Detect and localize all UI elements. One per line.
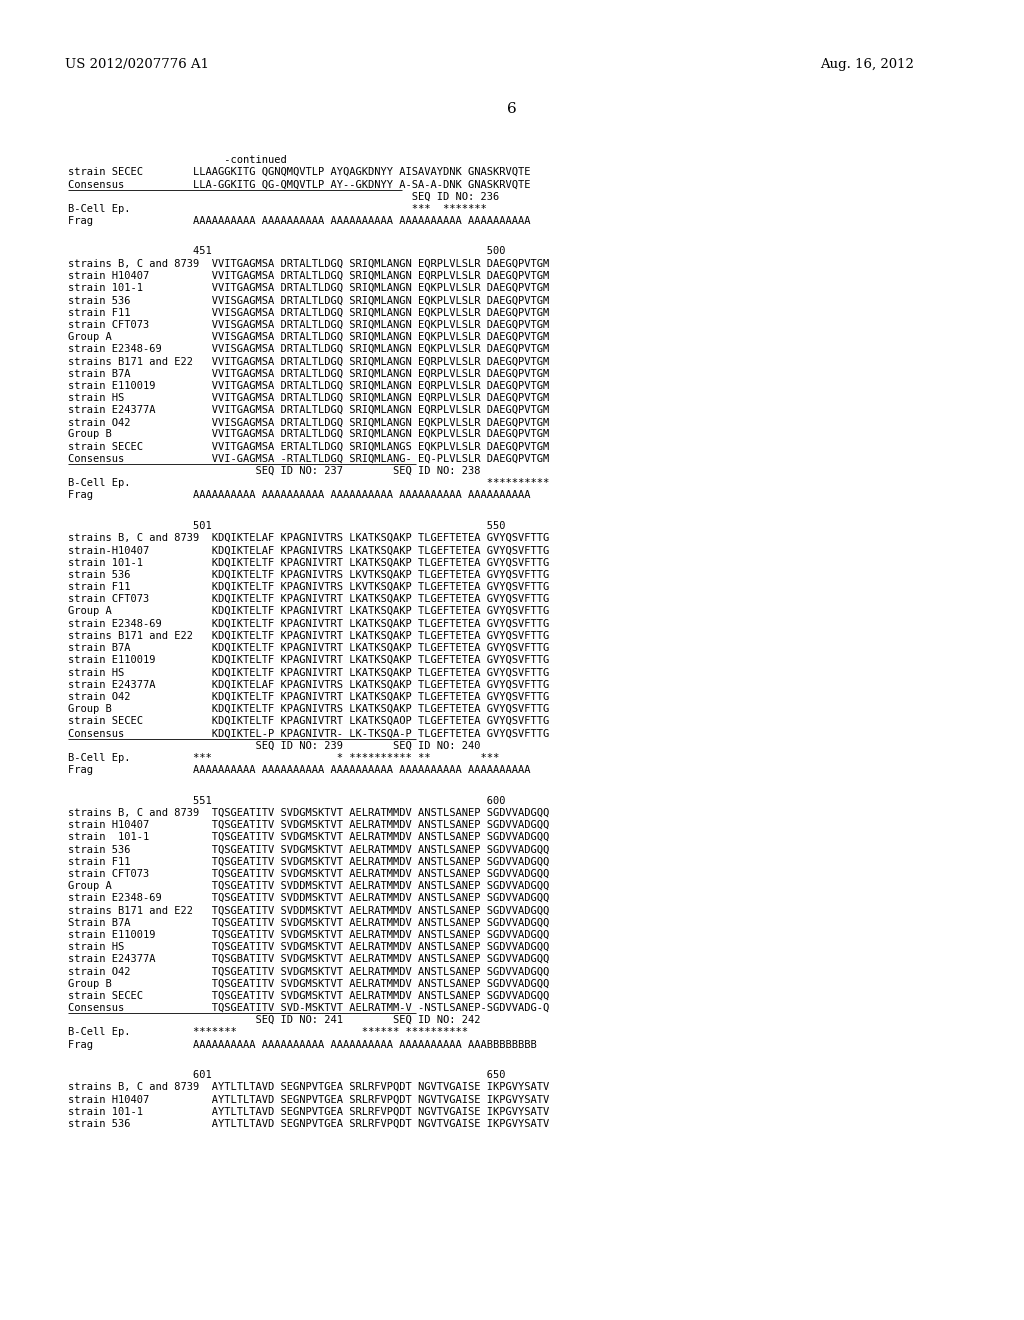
Text: Consensus              KDQIKTEL-P KPAGNIVTR- LK-TKSQA-P TLGEFTETEA GVYQSVFTTG: Consensus KDQIKTEL-P KPAGNIVTR- LK-TKSQA… [68,729,549,738]
Text: strain CFT073          KDQIKTELTF KPAGNIVTRT LKATKSQAKP TLGEFTETEA GVYQSVFTTG: strain CFT073 KDQIKTELTF KPAGNIVTRT LKAT… [68,594,549,605]
Text: strain O42             TQSGEATITV SVDGMSKTVT AELRATMMDV ANSTLSANEP SGDVVADGQQ: strain O42 TQSGEATITV SVDGMSKTVT AELRATM… [68,966,549,977]
Text: Frag                AAAAAAAAAA AAAAAAAAAA AAAAAAAAAA AAAAAAAAAA AAABBBBBBBB: Frag AAAAAAAAAA AAAAAAAAAA AAAAAAAAAA AA… [68,1040,537,1049]
Text: B-Cell Ep.                                                         **********: B-Cell Ep. ********** [68,478,549,488]
Text: strain 536             AYTLTLTAVD SEGNPVTGEA SRLRFVPQDT NGVTVGAISE IKPGVYSATV: strain 536 AYTLTLTAVD SEGNPVTGEA SRLRFVP… [68,1119,549,1129]
Text: 501                                            550: 501 550 [68,521,506,531]
Text: Consensus              VVI-GAGMSA -RTALTLDGQ SRIQMLANG- EQ-PLVLSLR DAEGQPVTGM: Consensus VVI-GAGMSA -RTALTLDGQ SRIQMLAN… [68,454,549,463]
Text: Group A                VVISGAGMSA DRTALTLDGQ SRIQMLANGN EQKPLVLSLR DAEGQPVTGM: Group A VVISGAGMSA DRTALTLDGQ SRIQMLANGN… [68,331,549,342]
Text: strains B, C and 8739  KDQIKTELAF KPAGNIVTRS LKATKSQAKP TLGEFTETEA GVYQSVFTTG: strains B, C and 8739 KDQIKTELAF KPAGNIV… [68,533,549,544]
Text: strain 101-1           AYTLTLTAVD SEGNPVTGEA SRLRFVPQDT NGVTVGAISE IKPGVYSATV: strain 101-1 AYTLTLTAVD SEGNPVTGEA SRLRF… [68,1106,549,1117]
Text: strain E24377A         VVITGAGMSA DRTALTLDGQ SRIQMLANGN EQRPLVLSLR DAEGQPVTGM: strain E24377A VVITGAGMSA DRTALTLDGQ SRI… [68,405,549,414]
Text: strain CFT073          VVISGAGMSA DRTALTLDGQ SRIQMLANGN EQKPLVLSLR DAEGQPVTGM: strain CFT073 VVISGAGMSA DRTALTLDGQ SRIQ… [68,319,549,330]
Text: strain H10407          AYTLTLTAVD SEGNPVTGEA SRLRFVPQDT NGVTVGAISE IKPGVYSATV: strain H10407 AYTLTLTAVD SEGNPVTGEA SRLR… [68,1094,549,1105]
Text: Strain B7A             TQSGEATITV SVDGMSKTVT AELRATMMDV ANSTLSANEP SGDVVADGQQ: Strain B7A TQSGEATITV SVDGMSKTVT AELRATM… [68,917,549,928]
Text: B-Cell Ep.          ***                    * ********** **        ***: B-Cell Ep. *** * ********** ** *** [68,752,500,763]
Text: strains B, C and 8739  AYTLTLTAVD SEGNPVTGEA SRLRFVPQDT NGVTVGAISE IKPGVYSATV: strains B, C and 8739 AYTLTLTAVD SEGNPVT… [68,1082,549,1092]
Text: strain E110019         TQSGEATITV SVDGMSKTVT AELRATMMDV ANSTLSANEP SGDVVADGQQ: strain E110019 TQSGEATITV SVDGMSKTVT AEL… [68,929,549,940]
Text: strain E2348-69        KDQIKTELTF KPAGNIVTRT LKATKSQAKP TLGEFTETEA GVYQSVFTTG: strain E2348-69 KDQIKTELTF KPAGNIVTRT LK… [68,619,549,628]
Text: strain E2348-69        VVISGAGMSA DRTALTLDGQ SRIQMLANGN EQKPLVLSLR DAEGQPVTGM: strain E2348-69 VVISGAGMSA DRTALTLDGQ SR… [68,345,549,354]
Text: US 2012/0207776 A1: US 2012/0207776 A1 [65,58,209,71]
Text: Frag                AAAAAAAAAA AAAAAAAAAA AAAAAAAAAA AAAAAAAAAA AAAAAAAAAA: Frag AAAAAAAAAA AAAAAAAAAA AAAAAAAAAA AA… [68,216,530,226]
Text: strain F11             VVISGAGMSA DRTALTLDGQ SRIQMLANGN EQKPLVLSLR DAEGQPVTGM: strain F11 VVISGAGMSA DRTALTLDGQ SRIQMLA… [68,308,549,318]
Text: strain E2348-69        TQSGEATITV SVDDMSKTVT AELRATMMDV ANSTLSANEP SGDVVADGQQ: strain E2348-69 TQSGEATITV SVDDMSKTVT AE… [68,894,549,903]
Text: strain F11             KDQIKTELTF KPAGNIVTRS LKVTKSQAKP TLGEFTETEA GVYQSVFTTG: strain F11 KDQIKTELTF KPAGNIVTRS LKVTKSQ… [68,582,549,591]
Text: Frag                AAAAAAAAAA AAAAAAAAAA AAAAAAAAAA AAAAAAAAAA AAAAAAAAAA: Frag AAAAAAAAAA AAAAAAAAAA AAAAAAAAAA AA… [68,491,530,500]
Text: SEQ ID NO: 236: SEQ ID NO: 236 [68,191,500,202]
Text: strain E24377A         TQSGBATITV SVDGMSKTVT AELRATMMDV ANSTLSANEP SGDVVADGQQ: strain E24377A TQSGBATITV SVDGMSKTVT AEL… [68,954,549,964]
Text: SEQ ID NO: 239        SEQ ID NO: 240: SEQ ID NO: 239 SEQ ID NO: 240 [68,741,480,751]
Text: Consensus              TQSGEATITV SVD-MSKTVT AELRATMM-V -NSTLSANEP-SGDVVADG-Q: Consensus TQSGEATITV SVD-MSKTVT AELRATMM… [68,1003,549,1012]
Text: strain SECEC           TQSGEATITV SVDGMSKTVT AELRATMMDV ANSTLSANEP SGDVVADGQQ: strain SECEC TQSGEATITV SVDGMSKTVT AELRA… [68,991,549,1001]
Text: strain E110019         KDQIKTELTF KPAGNIVTRT LKATKSQAKP TLGEFTETEA GVYQSVFTTG: strain E110019 KDQIKTELTF KPAGNIVTRT LKA… [68,655,549,665]
Text: strain H10407          VVITGAGMSA DRTALTLDGQ SRIQMLANGN EQRPLVLSLR DAEGQPVTGM: strain H10407 VVITGAGMSA DRTALTLDGQ SRIQ… [68,271,549,281]
Text: strain E24377A         KDQIKTELAF KPAGNIVTRS LKATKSQAKP TLGEFTETEA GVYQSVFTTG: strain E24377A KDQIKTELAF KPAGNIVTRS LKA… [68,680,549,689]
Text: strain CFT073          TQSGEATITV SVDGMSKTVT AELRATMMDV ANSTLSANEP SGDVVADGQQ: strain CFT073 TQSGEATITV SVDGMSKTVT AELR… [68,869,549,879]
Text: strain 101-1           KDQIKTELTF KPAGNIVTRT LKATKSQAKP TLGEFTETEA GVYQSVFTTG: strain 101-1 KDQIKTELTF KPAGNIVTRT LKATK… [68,557,549,568]
Text: strain SECEC           KDQIKTELTF KPAGNIVTRT LKATKSQAOP TLGEFTETEA GVYQSVFTTG: strain SECEC KDQIKTELTF KPAGNIVTRT LKATK… [68,717,549,726]
Text: strain HS              KDQIKTELTF KPAGNIVTRT LKATKSQAKP TLGEFTETEA GVYQSVFTTG: strain HS KDQIKTELTF KPAGNIVTRT LKATKSQA… [68,668,549,677]
Text: Group B                TQSGEATITV SVDGMSKTVT AELRATMMDV ANSTLSANEP SGDVVADGQQ: Group B TQSGEATITV SVDGMSKTVT AELRATMMDV… [68,978,549,989]
Text: strain O42             VVISGAGMSA DRTALTLDGQ SRIQMLANGN EQKPLVLSLR DAEGQPVTGM: strain O42 VVISGAGMSA DRTALTLDGQ SRIQMLA… [68,417,549,428]
Text: strain HS              VVITGAGMSA DRTALTLDGQ SRIQMLANGN EQRPLVLSLR DAEGQPVTGM: strain HS VVITGAGMSA DRTALTLDGQ SRIQMLAN… [68,393,549,403]
Text: strains B171 and E22   VVITGAGMSA DRTALTLDGQ SRIQMLANGN EQRPLVLSLR DAEGQPVTGM: strains B171 and E22 VVITGAGMSA DRTALTLD… [68,356,549,366]
Text: Group B                KDQIKTELTF KPAGNIVTRS LKATKSQAKP TLGEFTETEA GVYQSVFTTG: Group B KDQIKTELTF KPAGNIVTRS LKATKSQAKP… [68,704,549,714]
Text: strain 536             TQSGEATITV SVDGMSKTVT AELRATMMDV ANSTLSANEP SGDVVADGQQ: strain 536 TQSGEATITV SVDGMSKTVT AELRATM… [68,845,549,854]
Text: strain-H10407          KDQIKTELAF KPAGNIVTRS LKATKSQAKP TLGEFTETEA GVYQSVFTTG: strain-H10407 KDQIKTELAF KPAGNIVTRS LKAT… [68,545,549,556]
Text: B-Cell Ep.          *******                    ****** **********: B-Cell Ep. ******* ****** ********** [68,1027,468,1038]
Text: strain B7A             VVITGAGMSA DRTALTLDGQ SRIQMLANGN EQRPLVLSLR DAEGQPVTGM: strain B7A VVITGAGMSA DRTALTLDGQ SRIQMLA… [68,368,549,379]
Text: SEQ ID NO: 241        SEQ ID NO: 242: SEQ ID NO: 241 SEQ ID NO: 242 [68,1015,480,1026]
Text: strain H10407          TQSGEATITV SVDGMSKTVT AELRATMMDV ANSTLSANEP SGDVVADGQQ: strain H10407 TQSGEATITV SVDGMSKTVT AELR… [68,820,549,830]
Text: 601                                            650: 601 650 [68,1071,506,1080]
Text: strain B7A             KDQIKTELTF KPAGNIVTRT LKATKSQAKP TLGEFTETEA GVYQSVFTTG: strain B7A KDQIKTELTF KPAGNIVTRT LKATKSQ… [68,643,549,653]
Text: strain 536             VVISGAGMSA DRTALTLDGQ SRIQMLANGN EQKPLVLSLR DAEGQPVTGM: strain 536 VVISGAGMSA DRTALTLDGQ SRIQMLA… [68,296,549,305]
Text: strains B, C and 8739  TQSGEATITV SVDGMSKTVT AELRATMMDV ANSTLSANEP SGDVVADGQQ: strains B, C and 8739 TQSGEATITV SVDGMSK… [68,808,549,817]
Text: 551                                            600: 551 600 [68,796,506,805]
Text: strain HS              TQSGEATITV SVDGMSKTVT AELRATMMDV ANSTLSANEP SGDVVADGQQ: strain HS TQSGEATITV SVDGMSKTVT AELRATMM… [68,942,549,952]
Text: Group B                VVITGAGMSA DRTALTLDGQ SRIQMLANGN EQKPLVLSLR DAEGQPVTGM: Group B VVITGAGMSA DRTALTLDGQ SRIQMLANGN… [68,429,549,440]
Text: strains B, C and 8739  VVITGAGMSA DRTALTLDGQ SRIQMLANGN EQRPLVLSLR DAEGQPVTGM: strains B, C and 8739 VVITGAGMSA DRTALTL… [68,259,549,269]
Text: Frag                AAAAAAAAAA AAAAAAAAAA AAAAAAAAAA AAAAAAAAAA AAAAAAAAAA: Frag AAAAAAAAAA AAAAAAAAAA AAAAAAAAAA AA… [68,766,530,775]
Text: strain SECEC           VVITGAGMSA ERTALTLDGQ SRIQMLANGS EQKPLVLSLR DAEGQPVTGM: strain SECEC VVITGAGMSA ERTALTLDGQ SRIQM… [68,442,549,451]
Text: strain F11             TQSGEATITV SVDGMSKTVT AELRATMMDV ANSTLSANEP SGDVVADGQQ: strain F11 TQSGEATITV SVDGMSKTVT AELRATM… [68,857,549,866]
Text: Group A                TQSGEATITV SVDDMSKTVT AELRATMMDV ANSTLSANEP SGDVVADGQQ: Group A TQSGEATITV SVDDMSKTVT AELRATMMDV… [68,880,549,891]
Text: Group A                KDQIKTELTF KPAGNIVTRT LKATKSQAKP TLGEFTETEA GVYQSVFTTG: Group A KDQIKTELTF KPAGNIVTRT LKATKSQAKP… [68,606,549,616]
Text: Aug. 16, 2012: Aug. 16, 2012 [820,58,913,71]
Text: -continued: -continued [68,154,287,165]
Text: strain  101-1          TQSGEATITV SVDGMSKTVT AELRATMMDV ANSTLSANEP SGDVVADGQQ: strain 101-1 TQSGEATITV SVDGMSKTVT AELRA… [68,832,549,842]
Text: Consensus           LLA-GGKITG QG-QMQVTLP AY--GKDNYY A-SA-A-DNK GNASKRVQTE: Consensus LLA-GGKITG QG-QMQVTLP AY--GKDN… [68,180,530,189]
Text: strain 101-1           VVITGAGMSA DRTALTLDGQ SRIQMLANGN EQKPLVLSLR DAEGQPVTGM: strain 101-1 VVITGAGMSA DRTALTLDGQ SRIQM… [68,282,549,293]
Text: strain 536             KDQIKTELTF KPAGNIVTRS LKVTKSQAKP TLGEFTETEA GVYQSVFTTG: strain 536 KDQIKTELTF KPAGNIVTRS LKVTKSQ… [68,570,549,579]
Text: B-Cell Ep.                                             ***  *******: B-Cell Ep. *** ******* [68,203,486,214]
Text: strain O42             KDQIKTELTF KPAGNIVTRT LKATKSQAKP TLGEFTETEA GVYQSVFTTG: strain O42 KDQIKTELTF KPAGNIVTRT LKATKSQ… [68,692,549,702]
Text: strain E110019         VVITGAGMSA DRTALTLDGQ SRIQMLANGN EQRPLVLSLR DAEGQPVTGM: strain E110019 VVITGAGMSA DRTALTLDGQ SRI… [68,380,549,391]
Text: strain SECEC        LLAAGGKITG QGNQMQVTLP AYQAGKDNYY AISAVAYDNK GNASKRVQTE: strain SECEC LLAAGGKITG QGNQMQVTLP AYQAG… [68,168,530,177]
Text: strains B171 and E22   KDQIKTELTF KPAGNIVTRT LKATKSQAKP TLGEFTETEA GVYQSVFTTG: strains B171 and E22 KDQIKTELTF KPAGNIVT… [68,631,549,640]
Text: strains B171 and E22   TQSGEATITV SVDDMSKTVT AELRATMMDV ANSTLSANEP SGDVVADGQQ: strains B171 and E22 TQSGEATITV SVDDMSKT… [68,906,549,915]
Text: 6: 6 [507,102,517,116]
Text: SEQ ID NO: 237        SEQ ID NO: 238: SEQ ID NO: 237 SEQ ID NO: 238 [68,466,480,477]
Text: 451                                            500: 451 500 [68,247,506,256]
